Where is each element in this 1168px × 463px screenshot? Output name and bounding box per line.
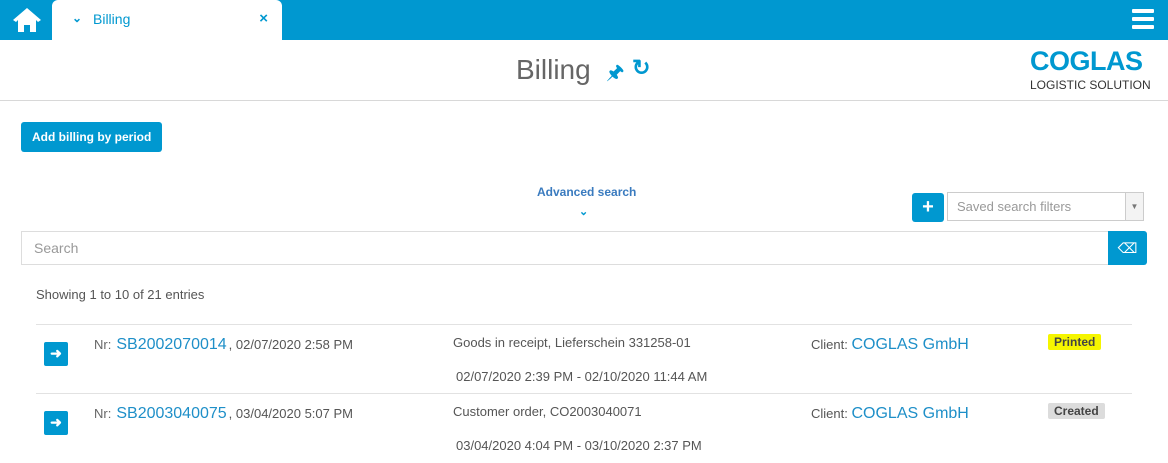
logo: COGLAS xyxy=(1030,46,1143,76)
billing-range: 02/07/2020 2:39 PM - 02/10/2020 11:44 AM xyxy=(456,369,708,384)
logo-subtitle: LOGISTIC SOLUTION xyxy=(1030,78,1151,92)
dropdown-arrow-icon[interactable]: ▼ xyxy=(1125,193,1143,220)
billing-id-link[interactable]: SB2002070014 xyxy=(116,336,227,353)
billing-description: Goods in receipt, Lieferschein 331258-01 xyxy=(453,335,691,350)
billing-range: 03/04/2020 4:04 PM - 03/10/2020 2:37 PM xyxy=(456,438,702,453)
top-bar: ⌄ Billing × xyxy=(0,0,1168,40)
close-icon[interactable]: × xyxy=(259,10,268,27)
tab-billing[interactable]: ⌄ Billing × xyxy=(52,0,282,40)
client-link[interactable]: COGLAS GmbH xyxy=(851,336,969,353)
home-icon[interactable] xyxy=(12,6,42,34)
billing-id-link[interactable]: SB2003040075 xyxy=(116,405,227,422)
chevron-down-icon[interactable]: ⌄ xyxy=(579,206,589,218)
nr-label: Nr: xyxy=(94,406,112,421)
client-label: Client: xyxy=(811,337,848,352)
table-row: ➜ Nr: SB2003040075, 03/04/2020 5:07 PM Cu… xyxy=(36,393,1132,462)
entries-info: Showing 1 to 10 of 21 entries xyxy=(36,287,205,302)
chevron-down-icon[interactable]: ⌄ xyxy=(72,11,83,25)
eraser-icon[interactable]: ⌫ xyxy=(1108,231,1147,265)
add-filter-button[interactable]: + xyxy=(912,193,944,222)
divider xyxy=(0,100,1168,101)
hamburger-menu-icon[interactable] xyxy=(1132,9,1154,33)
table-row: ➜ Nr: SB2002070014, 02/07/2020 2:58 PM Go… xyxy=(36,324,1132,393)
billing-date: , 02/07/2020 2:58 PM xyxy=(228,337,353,352)
saved-filters-select[interactable]: Saved search filters ▼ xyxy=(947,192,1144,221)
pin-icon[interactable]: 🖈 xyxy=(606,62,625,84)
page-title: Billing xyxy=(516,54,591,85)
billing-description: Customer order, CO2003040071 xyxy=(453,404,642,419)
arrow-right-icon[interactable]: ➜ xyxy=(44,411,68,435)
nr-label: Nr: xyxy=(94,337,112,352)
arrow-right-icon[interactable]: ➜ xyxy=(44,342,68,366)
add-billing-button[interactable]: Add billing by period xyxy=(21,122,163,152)
client-label: Client: xyxy=(811,406,848,421)
search-input[interactable]: Search xyxy=(21,231,1109,265)
saved-filters-placeholder: Saved search filters xyxy=(957,199,1072,214)
client-link[interactable]: COGLAS GmbH xyxy=(851,405,969,422)
tab-label: Billing xyxy=(93,11,131,27)
advanced-search-link[interactable]: Advanced search xyxy=(537,185,637,199)
status-badge: Printed xyxy=(1048,334,1102,350)
billing-date: , 03/04/2020 5:07 PM xyxy=(228,406,353,421)
refresh-icon[interactable]: ↻ xyxy=(632,55,651,80)
status-badge: Created xyxy=(1048,403,1105,419)
